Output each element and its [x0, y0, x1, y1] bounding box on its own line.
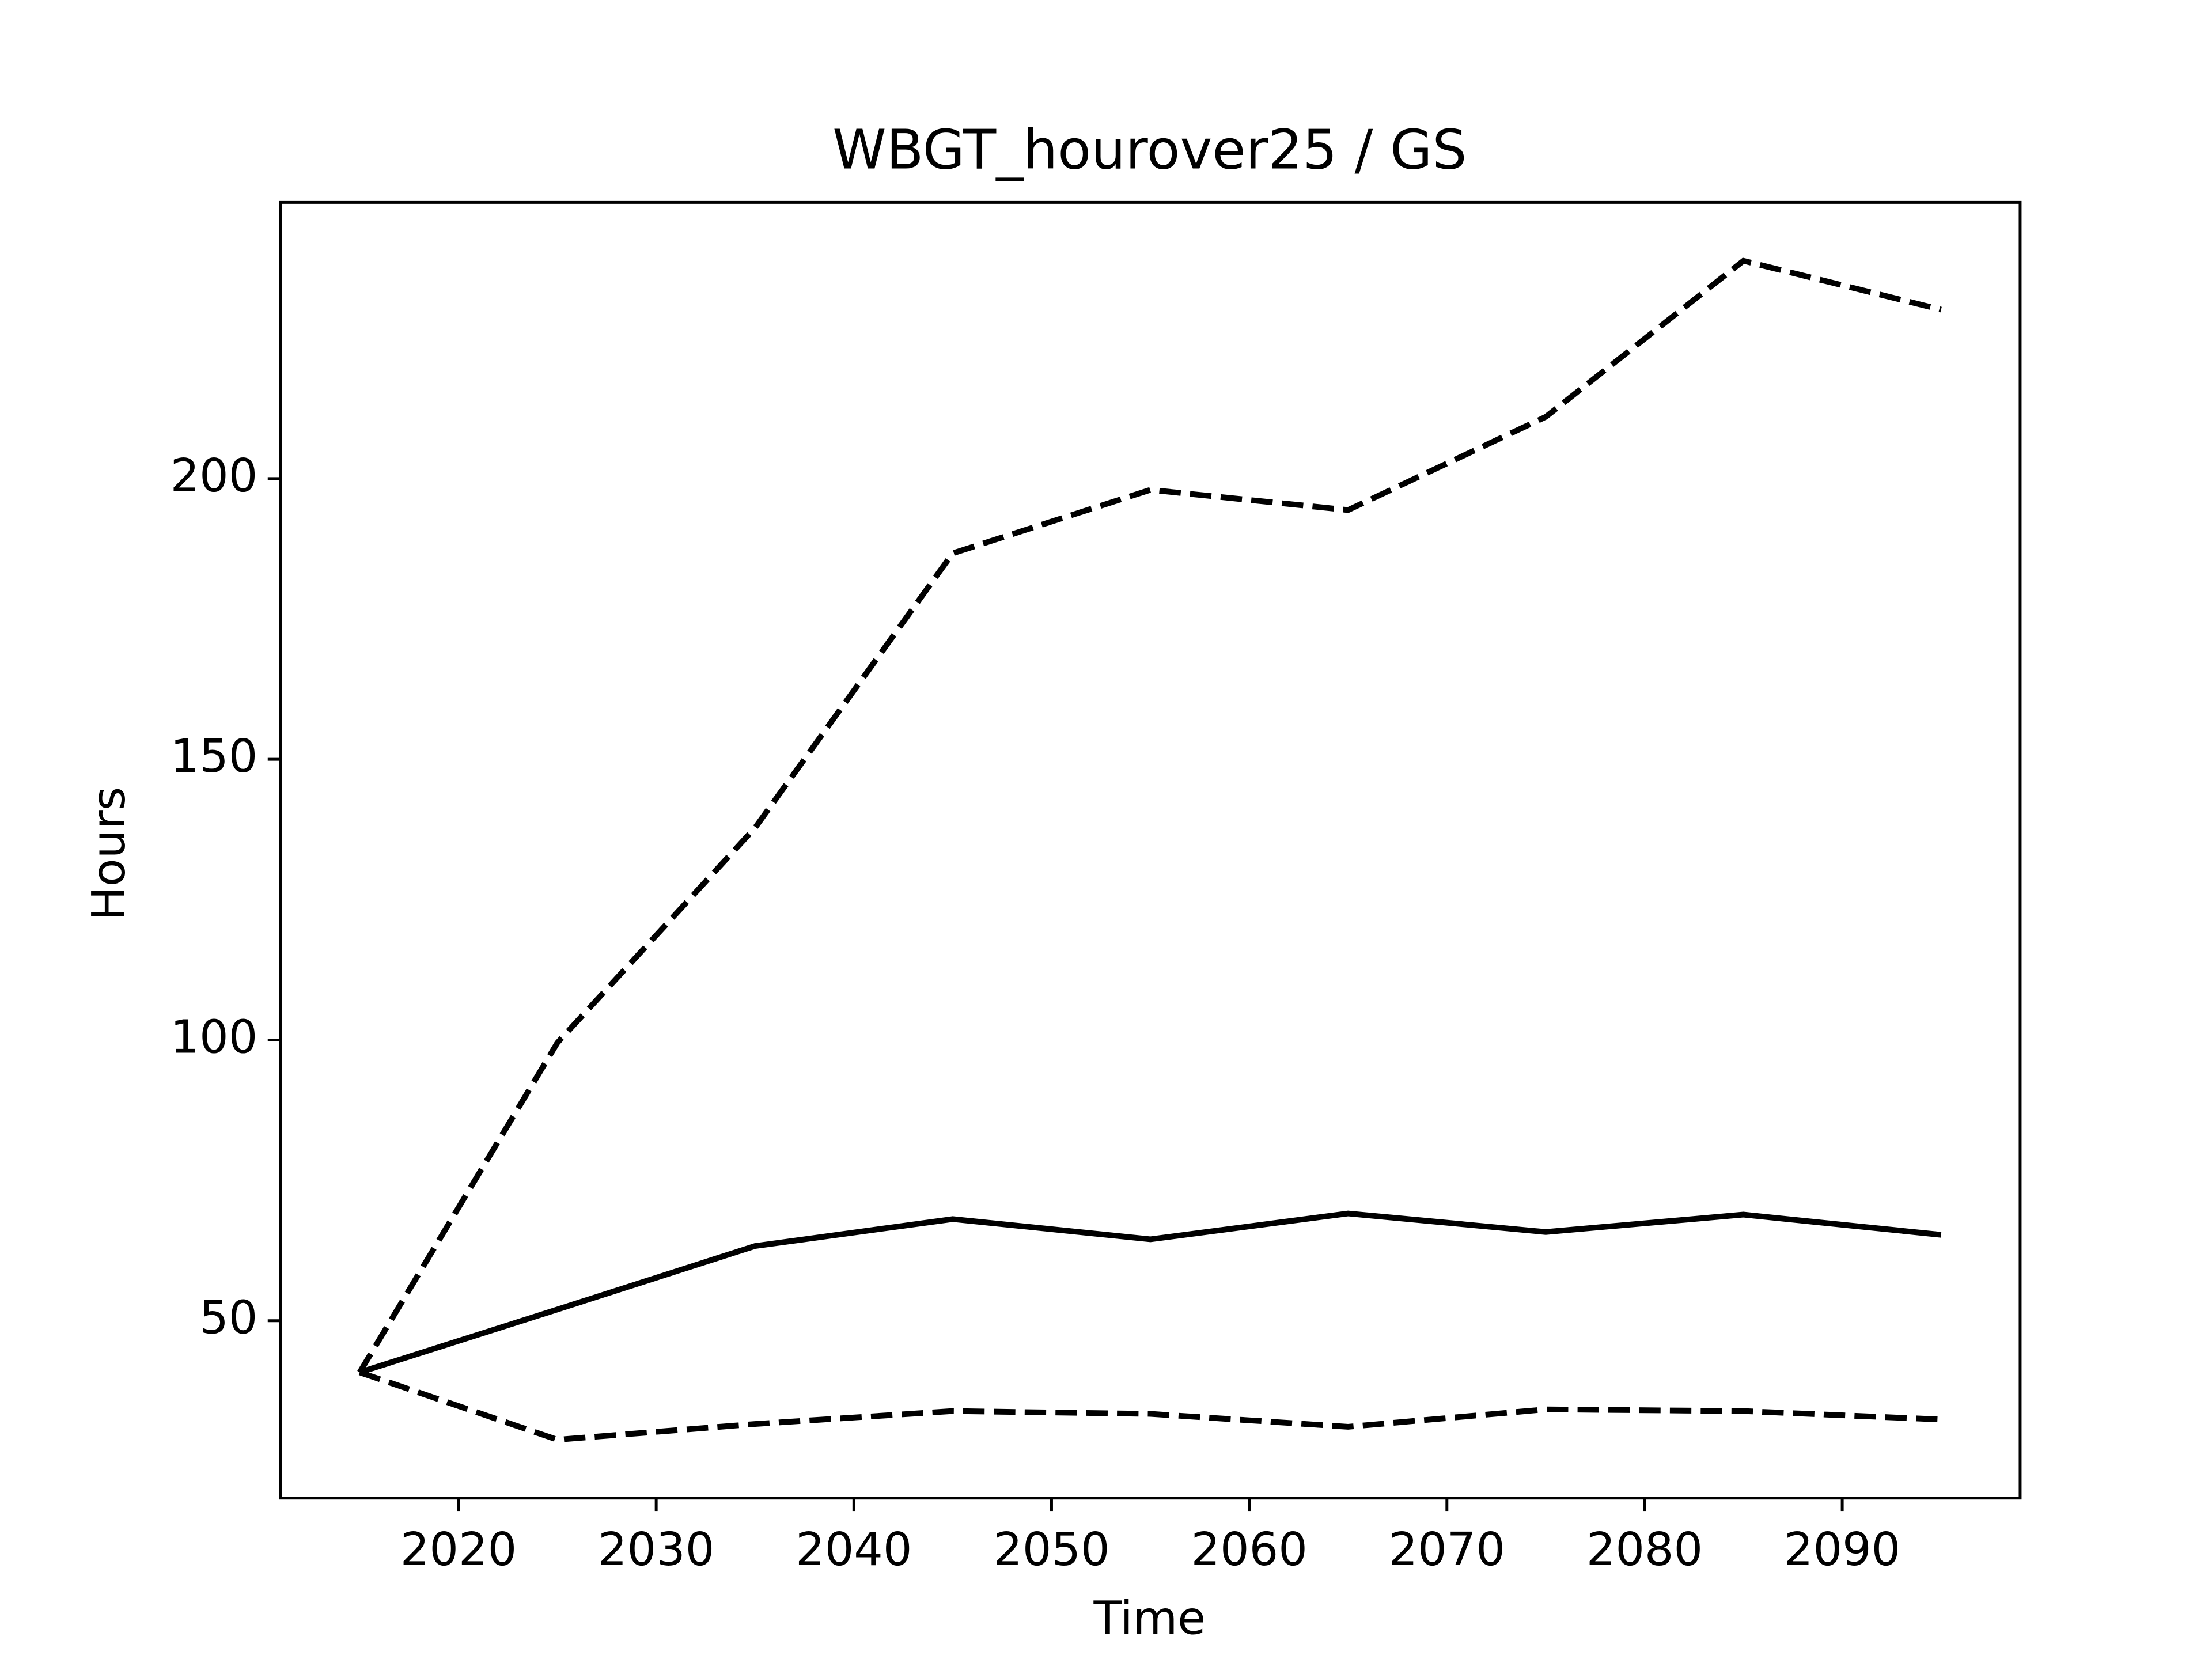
series-line [358, 1369, 1941, 1443]
chart-title: WBGT_hourover25 / GS [832, 119, 1467, 182]
x-tick-label: 2060 [1191, 1522, 1307, 1576]
x-tick-label: 2070 [1389, 1522, 1505, 1576]
x-tick-label: 2090 [1784, 1522, 1900, 1576]
x-tick-label: 2020 [400, 1522, 517, 1576]
x-tick-label: 2080 [1586, 1522, 1703, 1576]
y-tick-label: 100 [171, 1010, 258, 1063]
y-tick-label: 50 [199, 1291, 257, 1344]
y-tick-label: 200 [171, 449, 258, 502]
x-tick-label: 2030 [598, 1522, 714, 1576]
y-axis-label: Hours [82, 787, 135, 921]
x-tick-label: 2050 [993, 1522, 1109, 1576]
plot-frame [279, 200, 2022, 1500]
x-tick-label: 2040 [796, 1522, 912, 1576]
x-axis-label: Time [1093, 1591, 1206, 1645]
series-line [357, 257, 1942, 1374]
series-line [358, 1210, 1942, 1376]
y-tick-label: 150 [171, 729, 258, 783]
